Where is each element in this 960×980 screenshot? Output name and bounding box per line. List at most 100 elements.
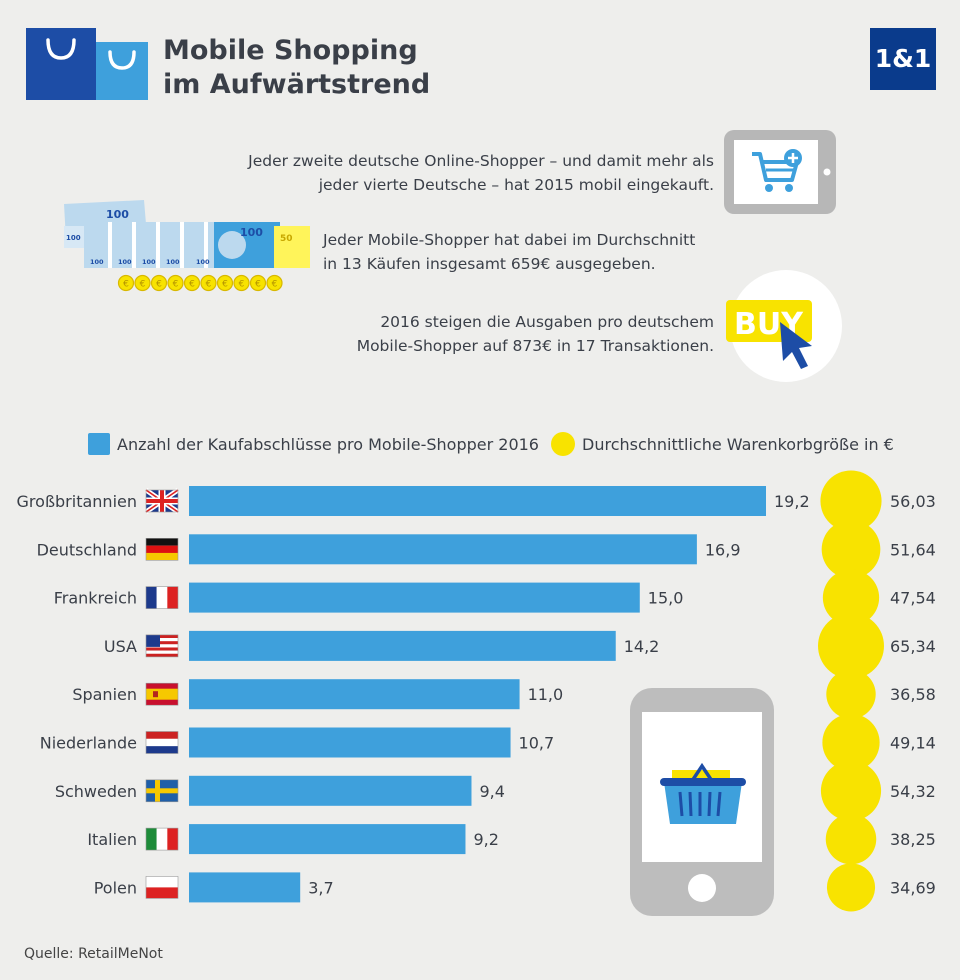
category-label: Spanien xyxy=(72,685,137,704)
phone-basket-icon xyxy=(628,686,778,920)
chart-row: Spanien 11,0 36,58 xyxy=(72,669,936,719)
coin-symbol: € xyxy=(206,280,212,290)
bar xyxy=(189,582,640,613)
chart-row: Polen 3,7 34,69 xyxy=(94,863,936,912)
bar-value-label: 11,0 xyxy=(528,685,564,704)
category-label: Niederlande xyxy=(40,734,137,753)
category-label: Schweden xyxy=(55,782,137,801)
category-label: Frankreich xyxy=(54,589,137,608)
flag-se-icon xyxy=(145,779,179,803)
circle-value-label: 56,03 xyxy=(890,492,936,511)
banknote-label-5: 100 xyxy=(142,258,156,266)
fact-3: 2016 steigen die Ausgaben pro deutschem … xyxy=(294,310,714,358)
coin-symbol: € xyxy=(239,280,245,290)
coin-symbol: € xyxy=(140,280,146,290)
bar-value-label: 10,7 xyxy=(519,734,555,753)
flag-us-icon xyxy=(145,634,179,658)
category-label: Polen xyxy=(94,878,137,897)
banknote-label-9: 50 xyxy=(280,234,293,244)
coin-symbol: € xyxy=(255,280,261,290)
brand-logo: 1&1 xyxy=(870,28,936,90)
bar xyxy=(189,534,697,565)
fact-1: Jeder zweite deutsche Online-Shopper – u… xyxy=(194,149,714,197)
basket-size-circle xyxy=(818,612,884,679)
category-label: Italien xyxy=(87,830,137,849)
coin-symbol: € xyxy=(173,280,179,290)
fact-1-line-2: jeder vierte Deutsche – hat 2015 mobil e… xyxy=(318,176,714,194)
coin-icon xyxy=(134,274,151,292)
banknote-label-3: 100 xyxy=(90,258,104,266)
bar-value-label: 19,2 xyxy=(774,492,810,511)
banknote-label-8: 100 xyxy=(240,226,263,239)
fact-2: Jeder Mobile-Shopper hat dabei im Durchs… xyxy=(323,228,723,276)
legend-swatch-bars xyxy=(88,433,110,455)
coin-symbol: € xyxy=(272,280,278,290)
coin-symbol: € xyxy=(123,280,129,290)
coin-icon xyxy=(167,274,184,292)
circle-value-label: 34,69 xyxy=(890,878,936,897)
basket-size-circle xyxy=(820,760,882,821)
flag-pl-icon xyxy=(145,876,179,899)
banknote-label-7: 100 xyxy=(196,258,210,266)
category-label: Großbritannien xyxy=(17,492,137,511)
chart-row: Niederlande 10,7 49,14 xyxy=(40,713,936,772)
category-label: Deutschland xyxy=(37,540,137,559)
bar xyxy=(189,486,766,516)
shopping-bags-icon xyxy=(26,24,148,102)
fact-3-line-1: 2016 steigen die Ausgaben pro deutschem xyxy=(380,313,714,331)
bar-value-label: 3,7 xyxy=(308,878,333,897)
coin-symbol: € xyxy=(222,280,228,290)
shopping-cart-tablet-icon xyxy=(722,128,840,218)
bar-value-label: 9,2 xyxy=(473,830,498,849)
coin-icon xyxy=(266,274,283,292)
fact-3-line-2: Mobile-Shopper auf 873€ in 17 Transaktio… xyxy=(356,337,714,355)
flag-uk-icon xyxy=(144,487,180,515)
fact-2-line-2: in 13 Käufen insgesamt 659€ ausgegeben. xyxy=(323,255,656,273)
bar xyxy=(189,824,466,855)
legend-swatch-circles xyxy=(551,432,575,456)
basket-size-circle xyxy=(821,519,881,579)
banknotes-coins-icon: 100 100 100 100 100 100 100 100 50 € € € € €… xyxy=(60,196,316,296)
bar xyxy=(189,679,520,710)
category-label: USA xyxy=(104,637,137,656)
flag-fr-icon xyxy=(145,586,179,609)
coin-icon xyxy=(233,274,250,292)
banknote-label-6: 100 xyxy=(166,258,180,266)
coin-icon xyxy=(249,274,267,292)
bar xyxy=(189,630,616,661)
coin-icon xyxy=(216,274,234,292)
bar xyxy=(189,775,472,806)
bar-value-label: 14,2 xyxy=(624,637,660,656)
circle-value-label: 36,58 xyxy=(890,685,936,704)
circle-value-label: 54,32 xyxy=(890,782,936,801)
coin-icon xyxy=(200,274,217,292)
bar-value-label: 9,4 xyxy=(479,782,504,801)
flag-de-icon xyxy=(145,538,179,561)
circle-value-label: 51,64 xyxy=(890,540,936,559)
basket-size-circle xyxy=(825,813,877,865)
circle-value-label: 38,25 xyxy=(890,830,936,849)
source-note: Quelle: RetailMeNot xyxy=(24,946,163,962)
circle-value-label: 49,14 xyxy=(890,734,936,753)
basket-size-circle xyxy=(826,669,876,719)
bar-value-label: 16,9 xyxy=(705,540,741,559)
legend-label-bars: Anzahl der Kaufabschlüsse pro Mobile-Sho… xyxy=(117,435,539,454)
flag-it-icon xyxy=(145,827,179,851)
circle-value-label: 65,34 xyxy=(890,637,936,656)
legend-label-circles: Durchschnittliche Warenkorbgröße in € xyxy=(582,435,894,454)
chart-row: Schweden 9,4 54,32 xyxy=(55,760,936,821)
bar-chart: Großbritannien 19,2 56,03 Deutschland 16,9 51… xyxy=(17,470,936,912)
banknote-label-4: 100 xyxy=(118,258,132,266)
chart-row: USA 14,2 65,34 xyxy=(104,612,936,679)
fact-2-line-1: Jeder Mobile-Shopper hat dabei im Durchs… xyxy=(323,231,696,249)
bar xyxy=(189,727,511,758)
coin-symbol: € xyxy=(156,280,162,290)
flag-nl-icon xyxy=(145,731,179,754)
page-title: Mobile Shopping im Aufwärtstrend xyxy=(163,34,430,102)
title-line-2: im Aufwärtstrend xyxy=(163,69,431,100)
chart-row: Großbritannien 19,2 56,03 xyxy=(17,470,936,532)
coin-symbol: € xyxy=(189,280,195,290)
banknote-label-2: 100 xyxy=(66,234,81,242)
bar xyxy=(189,872,301,903)
coin-icon xyxy=(150,274,168,292)
